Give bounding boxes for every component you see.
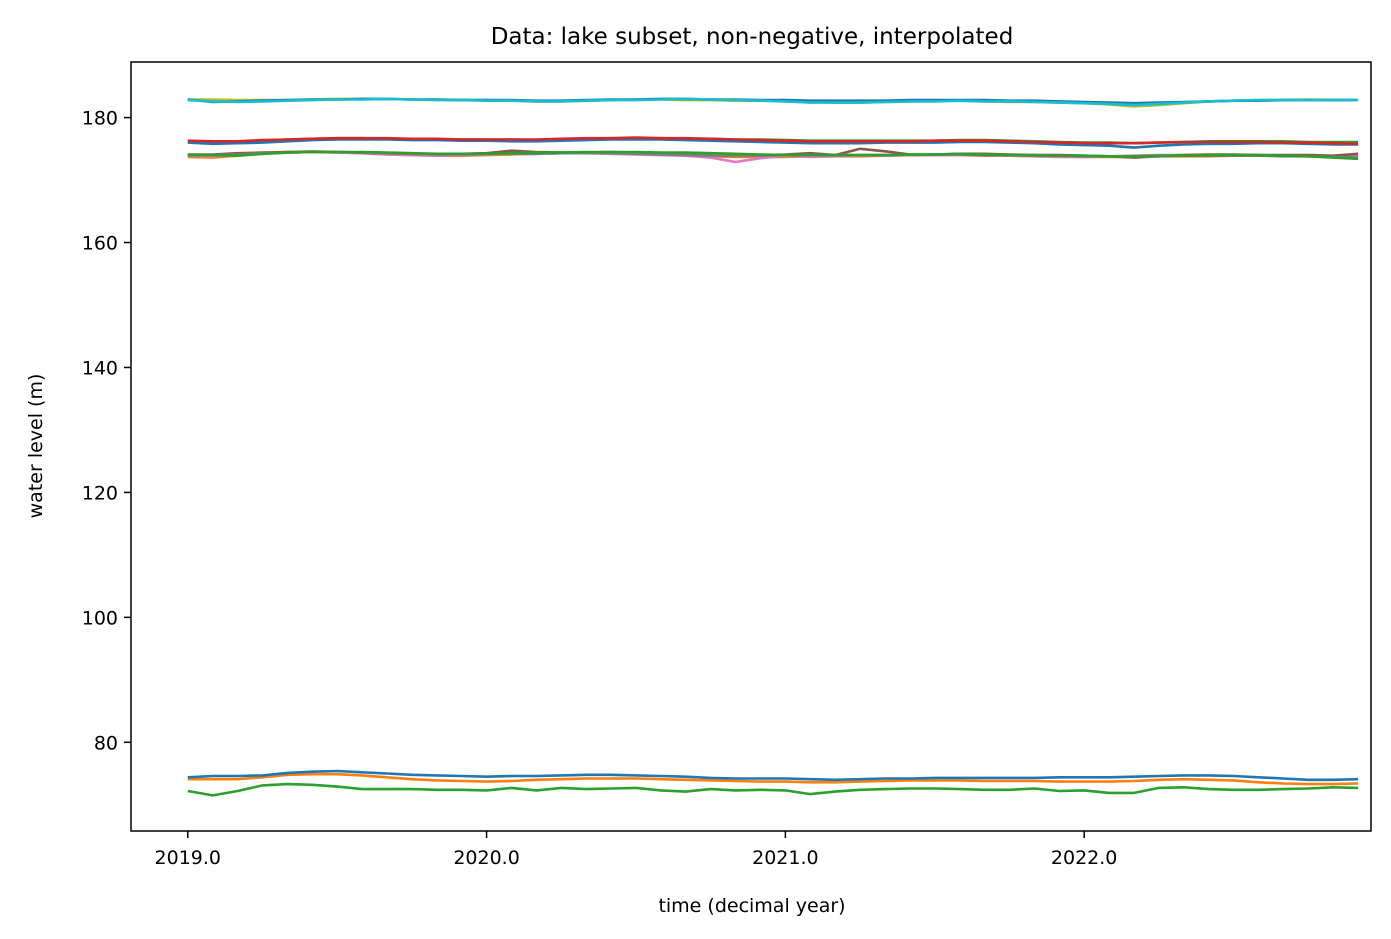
plot-frame bbox=[130, 61, 1372, 832]
series-line-12 bbox=[187, 772, 1359, 786]
series-layer bbox=[187, 97, 1359, 797]
x-axis-ticks: 2019.0 2020.0 2021.0 2022.0 bbox=[155, 831, 1117, 869]
y-tick-label: 140 bbox=[82, 357, 118, 379]
y-tick-label: 100 bbox=[82, 607, 118, 629]
series-line-11 bbox=[187, 150, 1359, 161]
y-tick-label: 120 bbox=[82, 482, 118, 504]
series-line-13 bbox=[187, 769, 1359, 782]
x-tick-label: 2021.0 bbox=[752, 847, 818, 869]
y-tick-label: 180 bbox=[82, 108, 118, 130]
x-tick-label: 2020.0 bbox=[453, 847, 519, 869]
x-axis-label: time (decimal year) bbox=[658, 895, 845, 917]
x-tick-label: 2019.0 bbox=[155, 847, 221, 869]
y-tick-label: 160 bbox=[82, 233, 118, 255]
y-axis-ticks: 80 100 120 140 160 180 bbox=[82, 108, 131, 754]
series-line-6 bbox=[187, 136, 1359, 146]
x-tick-label: 2022.0 bbox=[1051, 847, 1117, 869]
y-axis-label: water level (m) bbox=[25, 374, 47, 519]
chart-title: Data: lake subset, non-negative, interpo… bbox=[491, 24, 1014, 50]
y-tick-label: 80 bbox=[94, 732, 118, 754]
series-line-3 bbox=[187, 97, 1359, 107]
series-line-14 bbox=[187, 782, 1359, 797]
